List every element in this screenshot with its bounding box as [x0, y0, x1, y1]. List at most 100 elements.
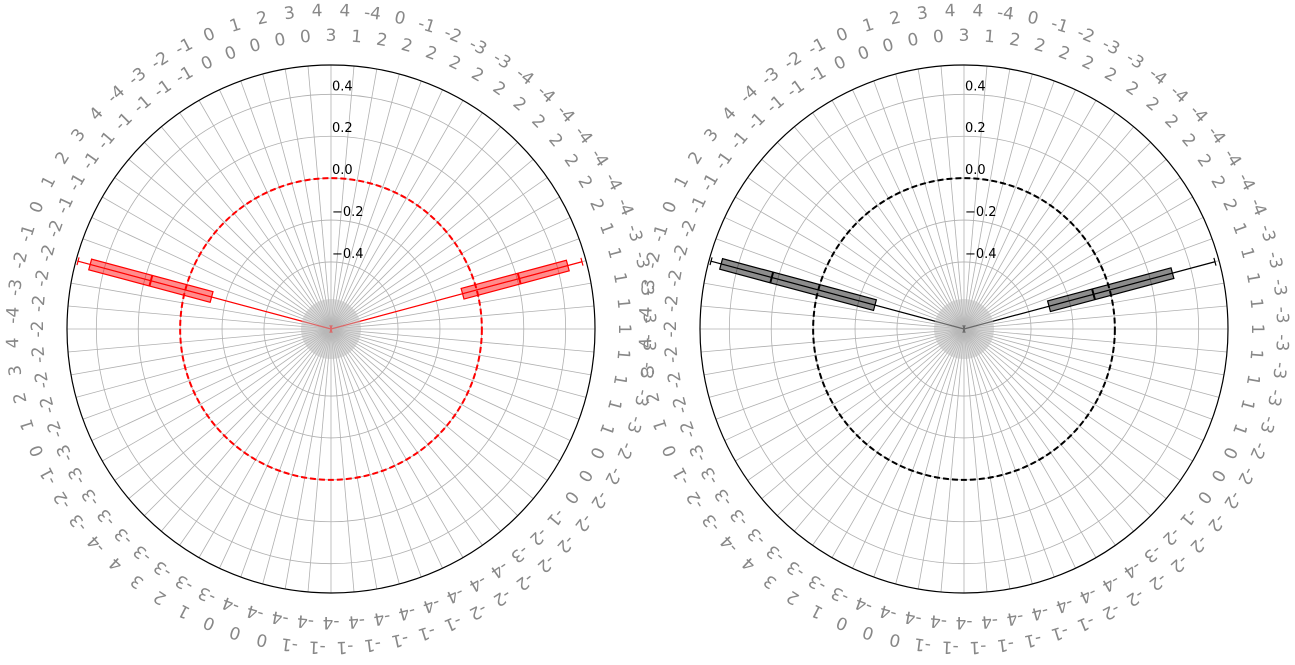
boxplot	[329, 257, 584, 334]
polar-chart-right: −0.4−0.20.00.20.43 1 2 2 2 222222222111111111…	[636, 1, 1292, 657]
ring-label-outer: -3	[1271, 306, 1292, 324]
ring-label-outer: -3	[638, 278, 660, 297]
grid-spoke	[812, 112, 965, 330]
ring-label-outer: -3	[125, 64, 151, 90]
grid-spoke	[812, 328, 965, 546]
ring-label-inner: -3	[805, 570, 830, 596]
ring-label-outer: -4	[1185, 101, 1211, 127]
grid-spoke	[330, 328, 592, 376]
ring-label-outer: 3	[916, 3, 929, 24]
ring-label-inner: -1	[542, 504, 568, 530]
ring-label-inner: 1	[1247, 324, 1267, 335]
ring-label-inner: -3	[763, 540, 789, 566]
ring-label-outer: -1	[1022, 628, 1043, 651]
grid-spoke	[262, 73, 332, 330]
grid-spoke	[114, 328, 332, 481]
grid-spoke	[724, 217, 965, 330]
grid-spoke	[761, 158, 965, 330]
ring-label-outer: -2	[1145, 568, 1171, 594]
ring-label-inner: -1	[805, 62, 830, 88]
grid-spoke	[330, 328, 483, 546]
ring-label-inner: -4	[372, 606, 392, 629]
grid-spoke	[330, 112, 483, 330]
ring-label-inner: -2	[676, 418, 701, 441]
ring-label-outer: -1	[941, 636, 959, 657]
ring-label-outer: 4	[738, 552, 759, 574]
ring-label-outer: -1	[416, 620, 438, 644]
grid-spoke	[330, 80, 422, 330]
ring-label-outer: -4	[533, 81, 559, 107]
boxplot	[76, 257, 333, 334]
ring-label-inner: 1	[595, 220, 617, 237]
ring-label-inner: 1	[1242, 271, 1264, 285]
ring-label-outer: -3	[1263, 250, 1286, 271]
ring-label-outer: -2	[9, 250, 32, 271]
ring-label-outer: 4	[719, 103, 741, 124]
ring-label-inner: 0	[573, 466, 596, 485]
grid-spoke	[262, 328, 332, 585]
grid-spoke	[715, 238, 965, 330]
ring-label-inner: 2	[489, 78, 509, 101]
grid-spoke	[963, 328, 1135, 532]
ring-label-inner: -4	[1076, 582, 1100, 607]
ring-label-outer: 0	[26, 442, 49, 460]
grid-spoke	[330, 328, 464, 558]
polar-frame	[66, 64, 596, 594]
grid-spoke	[963, 328, 1055, 578]
grid-spoke	[82, 328, 332, 420]
grid-spoke	[700, 305, 965, 330]
ring-label-outer: -4	[1203, 123, 1229, 149]
center-hub	[934, 299, 994, 359]
grid-spoke	[963, 80, 1055, 330]
ring-label-inner: -2	[676, 217, 701, 240]
grid-spoke	[963, 328, 1033, 585]
ring-label-inner: 1	[983, 27, 996, 48]
ring-label-outer: -3	[66, 510, 92, 536]
grid-spoke	[852, 328, 965, 569]
ring-label-inner: -1	[711, 148, 737, 173]
grid-spoke	[330, 196, 560, 330]
reference-circle	[179, 177, 483, 481]
grid-spoke	[963, 328, 1116, 546]
grid-spoke	[963, 238, 1213, 330]
grid-circle	[728, 93, 1200, 565]
grid-spoke	[102, 196, 332, 330]
ring-label-inner: 2	[1008, 30, 1022, 52]
grid-spoke	[963, 68, 1011, 330]
ring-label-outer: 0	[860, 621, 876, 643]
ring-label-inner: -2	[31, 268, 54, 288]
grid-circle	[854, 219, 1074, 439]
grid-spoke	[240, 328, 332, 578]
ring-label-inner: -1	[783, 76, 808, 102]
ring-label-inner: -3	[78, 484, 104, 509]
ring-label-inner: 1	[595, 421, 617, 438]
ring-label-outer: 1	[227, 15, 243, 37]
ring-label-outer: 4	[3, 337, 23, 349]
ring-label-outer: -1	[336, 636, 354, 657]
grid-spoke	[747, 328, 965, 481]
ring-label-inner: -1	[697, 170, 723, 195]
ring-label-inner: 2	[1056, 42, 1073, 64]
ring-label-inner: -3	[828, 582, 852, 607]
grid-spoke	[128, 158, 332, 330]
r-tick-label: −0.4	[332, 247, 364, 262]
ring-label-outer: -4	[3, 306, 24, 324]
ring-label-outer: 2	[888, 8, 903, 30]
ring-label-outer: 0	[200, 24, 218, 47]
ring-label-inner: 3	[326, 26, 337, 46]
ring-label-outer: -3	[1099, 34, 1123, 60]
ring-label-outer: -4	[586, 146, 612, 171]
ring-label-inner: -3	[195, 582, 219, 607]
grid-spoke	[831, 328, 965, 558]
ring-label-outer: 1	[17, 416, 39, 432]
ring-label-outer: -2	[600, 464, 626, 488]
ring-label-inner: -3	[172, 570, 197, 596]
grid-spoke	[160, 328, 332, 532]
ring-label-inner: 0	[585, 444, 608, 462]
box	[718, 257, 878, 312]
ring-label-inner: 1	[603, 397, 625, 413]
ring-label-inner: -3	[130, 540, 156, 566]
grid-spoke	[963, 328, 1011, 590]
ring-label-outer: 0	[26, 198, 49, 216]
ring-label-outer: -1	[1074, 610, 1097, 635]
